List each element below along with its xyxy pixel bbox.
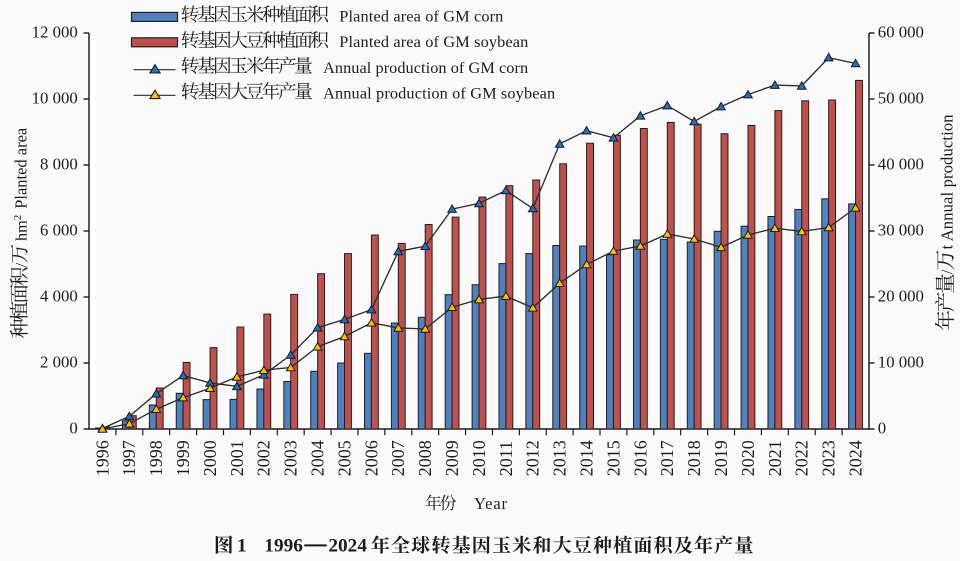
svg-text:2007: 2007 [388, 440, 408, 476]
svg-text:10 000: 10 000 [878, 353, 924, 372]
svg-text:8 000: 8 000 [40, 155, 78, 174]
svg-text:60 000: 60 000 [878, 23, 924, 42]
svg-text:4 000: 4 000 [40, 287, 78, 306]
svg-text:2 000: 2 000 [40, 353, 78, 372]
svg-text:1996: 1996 [264, 536, 303, 557]
svg-text:2002: 2002 [254, 440, 274, 476]
svg-text:2023: 2023 [819, 440, 839, 476]
svg-text:2011: 2011 [496, 441, 516, 476]
svg-text:30 000: 30 000 [878, 221, 924, 240]
svg-text:6 000: 6 000 [40, 221, 78, 240]
svg-text:t Annual production: t Annual production [938, 114, 957, 250]
svg-text:2015: 2015 [603, 440, 623, 476]
svg-text:1998: 1998 [146, 440, 166, 476]
svg-text:1999: 1999 [173, 440, 193, 476]
svg-text:0: 0 [69, 419, 77, 438]
svg-text:2022: 2022 [792, 440, 812, 476]
svg-text:Planted area of GM corn: Planted area of GM corn [339, 7, 503, 26]
svg-text:2: 2 [12, 215, 24, 221]
svg-text:2001: 2001 [227, 440, 247, 476]
svg-text:1996: 1996 [92, 440, 112, 476]
svg-text:2004: 2004 [308, 440, 328, 476]
svg-text:2021: 2021 [765, 440, 785, 476]
svg-text:2020: 2020 [738, 440, 758, 476]
svg-text:2006: 2006 [361, 440, 381, 476]
svg-text:Year: Year [474, 494, 508, 513]
svg-text:0: 0 [878, 419, 886, 438]
svg-text:/: / [939, 269, 957, 274]
svg-text:2010: 2010 [469, 440, 489, 476]
svg-text:2017: 2017 [657, 440, 677, 476]
svg-text:2003: 2003 [281, 440, 301, 476]
svg-text:1997: 1997 [119, 440, 139, 476]
svg-text:2005: 2005 [334, 440, 354, 476]
svg-text:2012: 2012 [523, 440, 543, 476]
svg-text:2014: 2014 [576, 440, 596, 476]
svg-text:12 000: 12 000 [32, 23, 78, 42]
svg-text:40 000: 40 000 [878, 155, 924, 174]
svg-text:2024: 2024 [328, 536, 367, 557]
svg-text:2009: 2009 [442, 440, 462, 476]
svg-text:2008: 2008 [415, 440, 435, 476]
svg-text:2018: 2018 [684, 440, 704, 476]
svg-text:/: / [12, 262, 30, 267]
svg-text:Planted area: Planted area [11, 127, 30, 209]
svg-text:Planted area of GM soybean: Planted area of GM soybean [339, 32, 528, 51]
svg-text:Annual production of GM corn: Annual production of GM corn [323, 58, 528, 77]
svg-text:2024: 2024 [845, 440, 865, 476]
svg-text:2013: 2013 [550, 440, 570, 476]
svg-text:20 000: 20 000 [878, 287, 924, 306]
svg-text:2019: 2019 [711, 440, 731, 476]
svg-text:Annual production of GM soybea: Annual production of GM soybean [323, 84, 555, 103]
svg-text:1: 1 [237, 536, 247, 557]
svg-text:hm: hm [12, 220, 30, 241]
svg-text:2016: 2016 [630, 440, 650, 476]
svg-text:2000: 2000 [200, 440, 220, 476]
svg-text:10 000: 10 000 [32, 89, 78, 108]
svg-text:50 000: 50 000 [878, 89, 924, 108]
